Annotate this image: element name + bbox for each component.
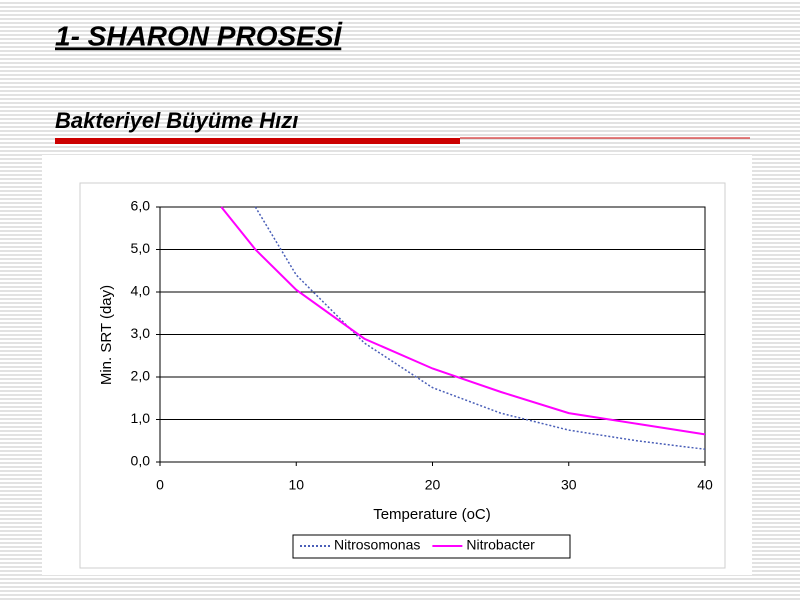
y-axis-title: Min. SRT (day) — [98, 285, 115, 385]
series-line — [220, 206, 706, 436]
y-tick-label: 4,0 — [131, 283, 151, 299]
x-tick-label: 30 — [561, 477, 577, 493]
legend-box — [292, 534, 571, 559]
y-tick-label: 0,0 — [131, 453, 151, 469]
y-tick-label: 3,0 — [131, 325, 151, 341]
y-tick-label: 1,0 — [131, 410, 151, 426]
x-tick-label: 0 — [156, 477, 164, 493]
x-tick-label: 40 — [697, 477, 713, 493]
legend-label: Nitrobacter — [466, 537, 535, 553]
chart-frame — [79, 182, 726, 569]
x-axis-title: Temperature (oC) — [373, 506, 491, 523]
slide-subtitle: Bakteriyel Büyüme Hızı — [55, 108, 298, 133]
x-tick-label: 20 — [425, 477, 441, 493]
series-line — [254, 206, 706, 450]
y-tick-label: 2,0 — [131, 368, 151, 384]
legend-label: Nitrosomonas — [334, 537, 420, 553]
slide-title: 1- SHARON PROSESİ — [55, 20, 343, 51]
y-tick-label: 5,0 — [131, 240, 151, 256]
x-tick-label: 10 — [288, 477, 304, 493]
accent-bar — [55, 138, 460, 144]
y-tick-label: 6,0 — [131, 198, 151, 214]
